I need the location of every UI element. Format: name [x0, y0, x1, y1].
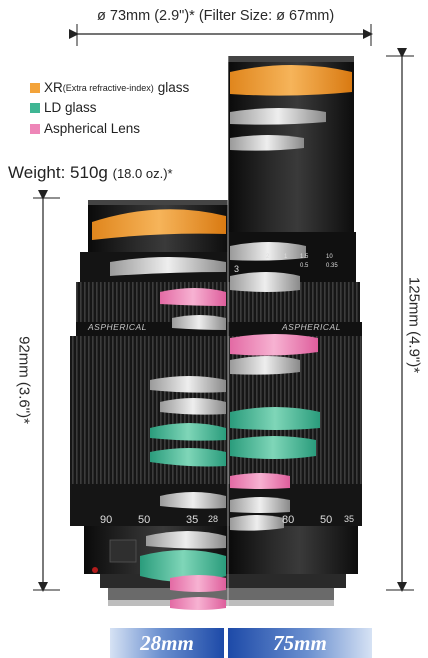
- focus-scale-label: 0.35: [326, 263, 338, 269]
- focus-scale-label: 1.5: [300, 254, 309, 260]
- aspherical-swatch-icon: [30, 123, 40, 134]
- aspherical-marking-left: ASPHERICAL: [88, 322, 147, 332]
- short-length-label: 92mm (3.6")*: [15, 336, 33, 424]
- focus-scale-label: 1: [284, 254, 288, 260]
- weight-label: Weight: 510g (18.0 oz.)*: [8, 163, 173, 183]
- zoom-scale-label: 28: [208, 514, 219, 524]
- long-length-label: 125mm (4.9")*: [405, 276, 423, 374]
- legend-xr: XR (Extra refractive-index) glass: [30, 80, 189, 95]
- lens-elements-left: [92, 209, 226, 610]
- legend-xr-label: XR: [44, 80, 63, 95]
- focus-scale-label: 10: [326, 254, 333, 260]
- focal-length-75: 75mm: [228, 628, 372, 658]
- focus-scale-label: 0.5: [300, 263, 309, 269]
- legend-xr-detail: (Extra refractive-index): [62, 82, 154, 93]
- xr-swatch-icon: [30, 82, 40, 93]
- focus-scale-label: 3: [234, 264, 240, 274]
- legend-ld-label: LD glass: [44, 100, 97, 115]
- legend-aspherical: Aspherical Lens: [30, 121, 140, 136]
- legend-ld: LD glass: [30, 100, 97, 115]
- focus-scale-label: 2: [266, 254, 270, 260]
- legend-xr-suffix: glass: [157, 80, 190, 95]
- diameter-label: ø 73mm (2.9")* (Filter Size: ø 67mm): [97, 8, 335, 24]
- legend-aspherical-label: Aspherical Lens: [44, 121, 141, 136]
- focal-length-28: 28mm: [110, 628, 224, 658]
- weight-main: Weight: 510g: [8, 163, 108, 182]
- lens-elements-right: [230, 65, 352, 531]
- zoom-scale-label: 90: [100, 514, 113, 526]
- zoom-scale-label: 50: [138, 514, 151, 526]
- ld-swatch-icon: [30, 102, 40, 113]
- zoom-scale-label: 50: [320, 514, 333, 526]
- aspherical-marking-right: ASPHERICAL: [282, 322, 341, 332]
- zoom-scale-label: 35: [344, 514, 355, 524]
- zoom-scale-label: 80: [282, 514, 295, 526]
- zoom-scale-label: 35: [186, 514, 199, 526]
- weight-imperial: (18.0 oz.)*: [112, 166, 173, 181]
